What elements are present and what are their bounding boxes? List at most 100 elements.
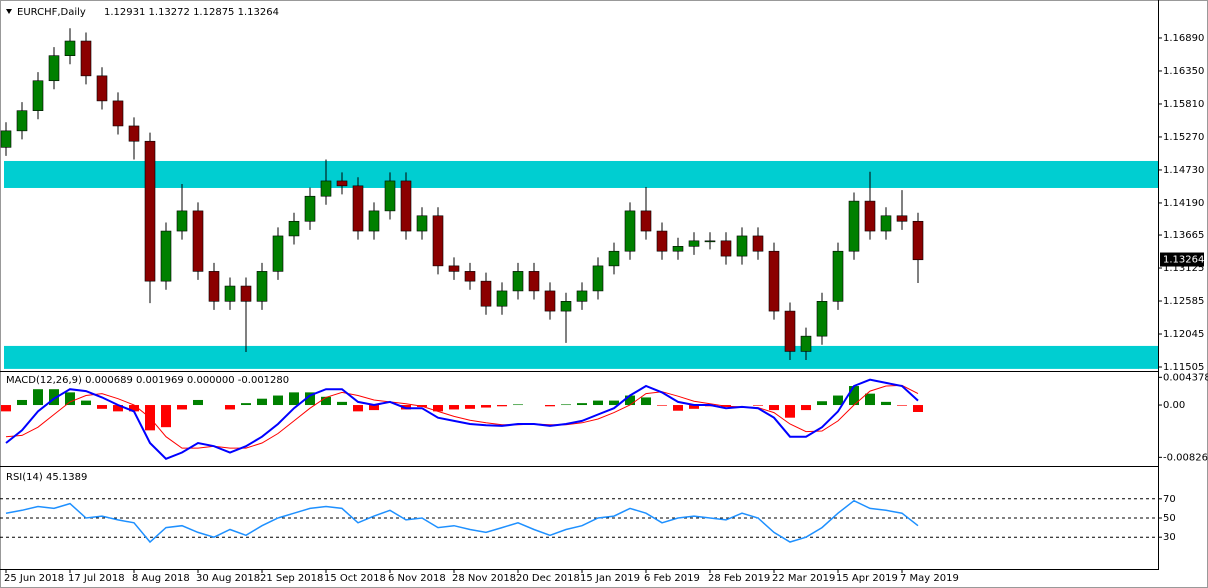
candle-body	[736, 235, 748, 257]
macd-histogram-bar	[465, 405, 475, 409]
macd-histogram-bar	[449, 405, 459, 410]
candle-body	[16, 110, 28, 132]
macd-histogram-bar	[369, 405, 379, 411]
zone	[4, 160, 1158, 188]
x-tick-label: 15 Apr 2019	[836, 573, 898, 584]
y-tick-label: 1.13125	[1163, 263, 1204, 274]
x-tick-label: 8 Aug 2018	[132, 573, 190, 584]
candle-body	[448, 265, 460, 272]
candle-body	[128, 125, 140, 142]
candle-body	[192, 210, 204, 272]
x-tick-label: 15 Jan 2019	[580, 573, 640, 584]
candle-body	[176, 210, 188, 232]
candle-body	[64, 40, 76, 56]
macd-histogram-bar	[657, 405, 667, 406]
y-tick-label: 1.13665	[1163, 230, 1204, 241]
x-tick-label: 28 Nov 2018	[452, 573, 516, 584]
macd-histogram-bar	[161, 405, 171, 428]
macd-histogram-bar	[433, 405, 443, 412]
macd-histogram-bar	[353, 405, 363, 412]
candle-body	[560, 301, 572, 312]
candle-body	[112, 100, 124, 127]
rsi-line	[5, 499, 919, 544]
candle-body	[496, 290, 508, 307]
menu-triangle	[6, 9, 12, 14]
macd-histogram-bar	[129, 405, 139, 412]
candle-body	[320, 180, 332, 197]
macd-histogram-bar	[1, 405, 11, 412]
macd-histogram-bar	[561, 404, 571, 406]
candle-body	[96, 75, 108, 102]
y-tick-label: 1.14730	[1163, 165, 1204, 176]
y-tick-label: 0.00	[1163, 400, 1185, 411]
macd-histogram-bar	[177, 405, 187, 410]
candle-body	[576, 290, 588, 302]
macd-title: MACD(12,26,9) 0.000689 0.001969 0.000000…	[6, 375, 289, 386]
macd-histogram-bar	[817, 401, 827, 406]
macd-histogram-bar	[193, 399, 203, 406]
macd-histogram-bar	[241, 403, 251, 406]
candle-body	[32, 80, 44, 111]
candle-body	[464, 271, 476, 282]
candle-body	[816, 301, 828, 337]
y-tick-label: 70	[1163, 494, 1176, 505]
macd-histogram-bar	[545, 405, 555, 407]
macd-histogram-bar	[113, 405, 123, 412]
candle-body	[416, 215, 428, 232]
macd-histogram-bar	[65, 392, 75, 406]
y-tick-label: 30	[1163, 532, 1176, 543]
current-price-box	[1160, 252, 1204, 267]
macd-histogram-bar	[833, 395, 843, 406]
candle-body	[848, 200, 860, 252]
x-tick-label: 7 May 2019	[900, 573, 959, 584]
macd-histogram-bar	[289, 392, 299, 406]
candle-body	[256, 271, 268, 302]
y-tick-label: 1.16350	[1163, 66, 1204, 77]
macd-histogram-bar	[801, 405, 811, 411]
rsi-title: RSI(14) 45.1389	[6, 472, 87, 483]
candle-body	[288, 220, 300, 237]
macd-histogram-bar	[497, 405, 507, 407]
symbol-title: EURCHF,Daily	[17, 7, 86, 18]
macd-histogram-bar	[641, 397, 651, 406]
zone	[4, 345, 1158, 369]
macd-histogram-bar	[769, 405, 779, 411]
candle-body	[768, 250, 780, 312]
candle-body	[80, 40, 92, 77]
macd-histogram-bar	[913, 405, 923, 412]
candle-body	[480, 280, 492, 307]
macd-histogram-bar	[33, 389, 43, 406]
macd-signal-line	[5, 384, 919, 449]
candle-body	[656, 230, 668, 252]
x-tick-label: 30 Aug 2018	[196, 573, 260, 584]
candle-body	[384, 180, 396, 212]
macd-histogram-bar	[577, 403, 587, 406]
candle-body	[752, 235, 764, 252]
macd-histogram-bar	[481, 405, 491, 408]
macd-histogram-bar	[881, 401, 891, 406]
candle-body	[608, 250, 620, 267]
macd-histogram-bar	[49, 389, 59, 406]
candle-body	[160, 230, 172, 282]
y-tick-label: 1.12045	[1163, 329, 1204, 340]
x-tick-label: 6 Feb 2019	[644, 573, 700, 584]
candle-body	[512, 271, 524, 292]
candle-body	[864, 200, 876, 232]
candle-body	[784, 310, 796, 352]
x-tick-label: 21 Sep 2018	[260, 573, 323, 584]
macd-histogram-bar	[609, 400, 619, 406]
macd-histogram-bar	[97, 405, 107, 409]
macd-histogram-bar	[513, 404, 523, 406]
x-tick-label: 25 Jun 2018	[4, 573, 64, 584]
macd-histogram-bar	[753, 405, 763, 406]
ohlc-text: 1.12931 1.13272 1.12875 1.13264	[104, 7, 279, 18]
macd-histogram-bar	[593, 400, 603, 406]
candle-body	[48, 55, 60, 82]
candle-body	[688, 240, 700, 247]
x-tick-label: 22 Mar 2019	[772, 573, 835, 584]
candle-body	[544, 290, 556, 312]
macd-histogram-bar	[673, 405, 683, 411]
macd-histogram-bar	[865, 393, 875, 406]
candle-body	[352, 185, 364, 232]
